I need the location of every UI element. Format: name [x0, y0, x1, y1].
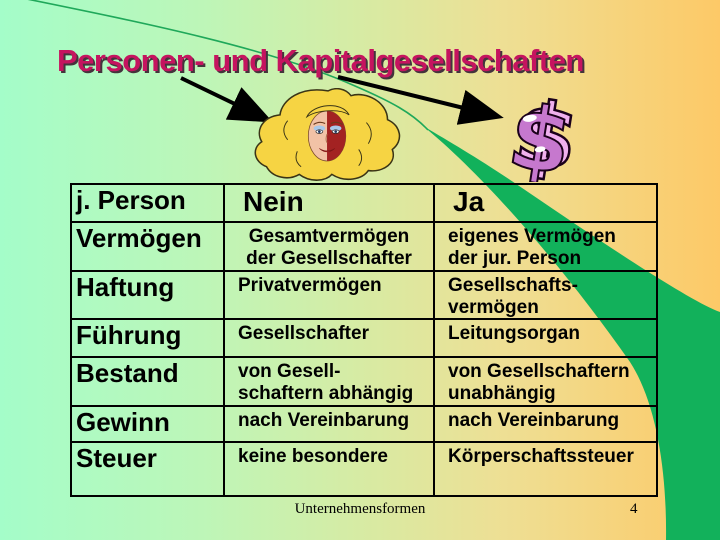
cell-nein: von Gesell- schaftern abhängig — [223, 356, 435, 408]
cell-ja: eigenes Vermögen der jur. Person — [433, 221, 658, 272]
table-row-fuehrung: Führung Gesellschafter Leitungsorgan — [70, 318, 658, 359]
table-row-vermoegen: Vermögen Gesamtvermögen der Gesellschaft… — [70, 221, 658, 272]
page-number: 4 — [630, 501, 638, 517]
row-label: Bestand — [70, 356, 225, 408]
arrow-to-dollar-icon — [337, 75, 504, 125]
cell-ja: Leitungsorgan — [433, 318, 658, 359]
svg-text:$: $ — [502, 92, 579, 182]
svg-text:$: $ — [509, 92, 584, 182]
header-nein: Nein — [223, 183, 435, 223]
table-row-steuer: Steuer keine besondere Körperschaftssteu… — [70, 441, 658, 498]
cell-nein: nach Vereinbarung — [223, 405, 435, 444]
row-label: Gewinn — [70, 405, 225, 444]
woman-face-clipart-icon — [250, 88, 406, 184]
arrow-to-woman-icon — [180, 76, 274, 123]
green-swoosh — [423, 126, 720, 540]
row-label: Vermögen — [70, 221, 225, 272]
dollar-sign-clipart-icon: $ $ — [494, 92, 584, 182]
table-header-row: j. Person Nein Ja — [70, 183, 658, 223]
cell-ja: von Gesellschaftern unabhängig — [433, 356, 658, 408]
cell-ja: Körperschaftssteuer — [433, 441, 658, 498]
cell-nein: Privatvermögen — [223, 269, 435, 321]
cell-ja: nach Vereinbarung — [433, 405, 658, 444]
header-j-person: j. Person — [70, 183, 225, 223]
table-row-gewinn: Gewinn nach Vereinbarung nach Vereinbaru… — [70, 405, 658, 444]
footer-title: Unternehmensformen — [294, 501, 426, 517]
comparison-table: j. Person Nein Ja Vermögen Gesamtvermöge… — [70, 183, 658, 498]
cell-nein: Gesamtvermögen der Gesellschafter — [223, 221, 435, 272]
table-row-bestand: Bestand von Gesell- schaftern abhängig v… — [70, 356, 658, 408]
row-label: Führung — [70, 318, 225, 359]
cell-nein: keine besondere — [223, 441, 435, 498]
cell-ja: Gesellschafts- vermögen — [433, 269, 658, 321]
row-label: Haftung — [70, 269, 225, 321]
slide-title: Personen- und Kapitalgesellschaften — [57, 43, 584, 78]
header-ja: Ja — [433, 183, 658, 223]
row-label: Steuer — [70, 441, 225, 498]
cell-nein: Gesellschafter — [223, 318, 435, 359]
thin-curve-line — [27, 0, 429, 131]
table-row-haftung: Haftung Privatvermögen Gesellschafts- ve… — [70, 269, 658, 321]
